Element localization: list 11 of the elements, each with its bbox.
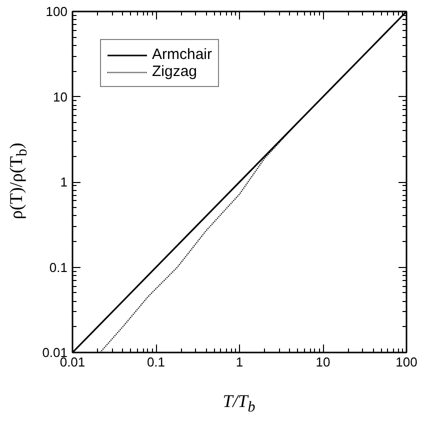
y-tick-label: 0.1 [49, 260, 68, 275]
legend-label: Zigzag [152, 63, 198, 80]
y-tick-label: 100 [46, 4, 68, 19]
x-tick-label: 0.1 [146, 354, 166, 370]
y-tick-label: 1 [60, 174, 68, 190]
legend-label: Armchair [152, 46, 212, 63]
x-tick-label: 100 [396, 354, 418, 370]
x-axis-title: T/T$_{b}$ [222, 390, 256, 418]
x-tick-label: 1 [236, 354, 244, 370]
y-tick-label: 10 [53, 89, 68, 104]
x-tick-label: 10 [316, 354, 330, 370]
